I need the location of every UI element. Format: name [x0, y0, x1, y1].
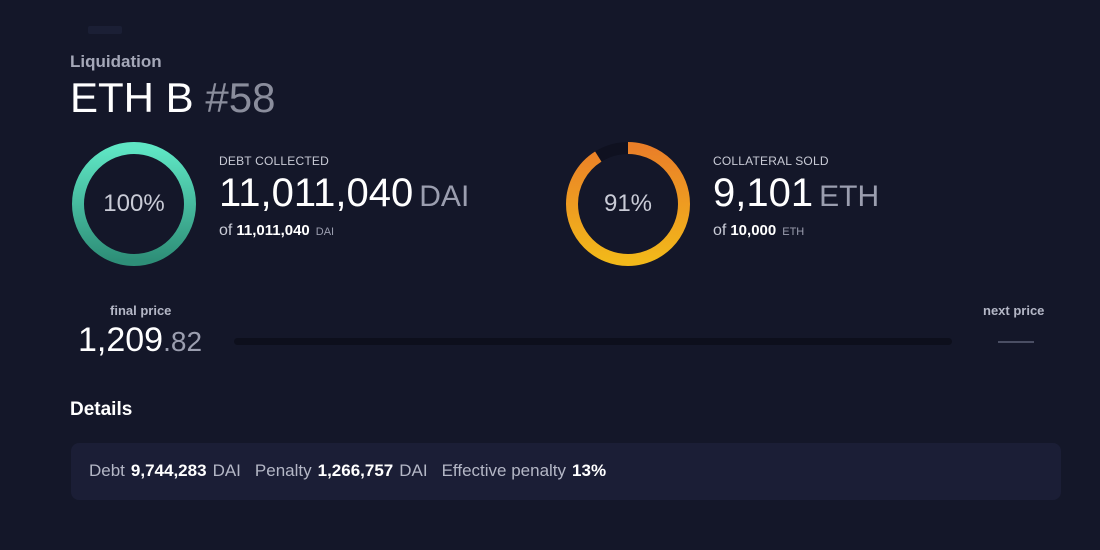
final-price-label: final price — [110, 303, 172, 318]
details-effective-penalty-label: Effective penalty — [441, 461, 567, 480]
details-debt-label: Debt — [89, 461, 125, 480]
page-title: ETH B #58 — [70, 74, 275, 122]
debt-percent: 100% — [103, 190, 165, 217]
debt-collected-unit: DAI — [419, 180, 470, 213]
next-price-label: next price — [983, 303, 1045, 318]
title-auction-id: #58 — [205, 74, 276, 121]
page-eyebrow: Liquidation — [70, 52, 162, 71]
top-tab-indicator — [88, 26, 122, 34]
details-debt-unit: DAI — [212, 461, 241, 480]
collateral-sold-label: COLLATERAL SOLD — [713, 154, 829, 168]
debt-collected-value: 11,011,040 DAI — [219, 171, 470, 215]
collateral-total: of 10,000 ETH — [713, 222, 805, 239]
final-price-value: 1,209.82 — [78, 321, 203, 359]
details-penalty-value: 1,266,757 — [317, 461, 394, 480]
next-price-placeholder — [998, 341, 1034, 343]
collateral-ring-arc — [566, 142, 690, 266]
collateral-sold-stat: COLLATERAL SOLD 9,101 ETH of 10,000 ETH — [713, 154, 879, 240]
collateral-sold-unit: ETH — [819, 180, 880, 213]
details-effective-penalty-value: 13% — [572, 461, 607, 480]
details-panel: Debt 9,744,283 DAI Penalty 1,266,757 DAI Effec… — [71, 443, 1061, 500]
details-penalty-unit: DAI — [399, 461, 428, 480]
final-price-decimals: .82 — [163, 326, 203, 357]
details-row: Debt 9,744,283 DAI Penalty 1,266,757 DAI Effec… — [89, 461, 612, 481]
details-debt-value: 9,744,283 — [130, 461, 207, 480]
debt-ring-arc — [72, 142, 196, 266]
collateral-total-value: 10,000 — [730, 222, 777, 239]
debt-progress-ring: 100% — [71, 141, 197, 267]
details-penalty-label: Penalty — [254, 461, 312, 480]
collateral-progress-ring: 91% — [565, 141, 691, 267]
price-progress-track — [234, 338, 952, 345]
collateral-percent: 91% — [603, 190, 653, 217]
details-heading: Details — [70, 399, 133, 420]
debt-collected-stat: DEBT COLLECTED 11,011,040 DAI of 11,011,04… — [219, 154, 469, 240]
title-collateral-type: ETH B — [70, 74, 194, 121]
debt-total: of 11,011,040 DAI — [219, 222, 335, 239]
debt-collected-label: DEBT COLLECTED — [219, 154, 329, 168]
collateral-sold-value: 9,101 ETH — [713, 171, 880, 215]
debt-total-unit: DAI — [315, 226, 335, 238]
collateral-total-unit: ETH — [782, 226, 805, 238]
debt-total-value: 11,011,040 — [236, 222, 310, 239]
